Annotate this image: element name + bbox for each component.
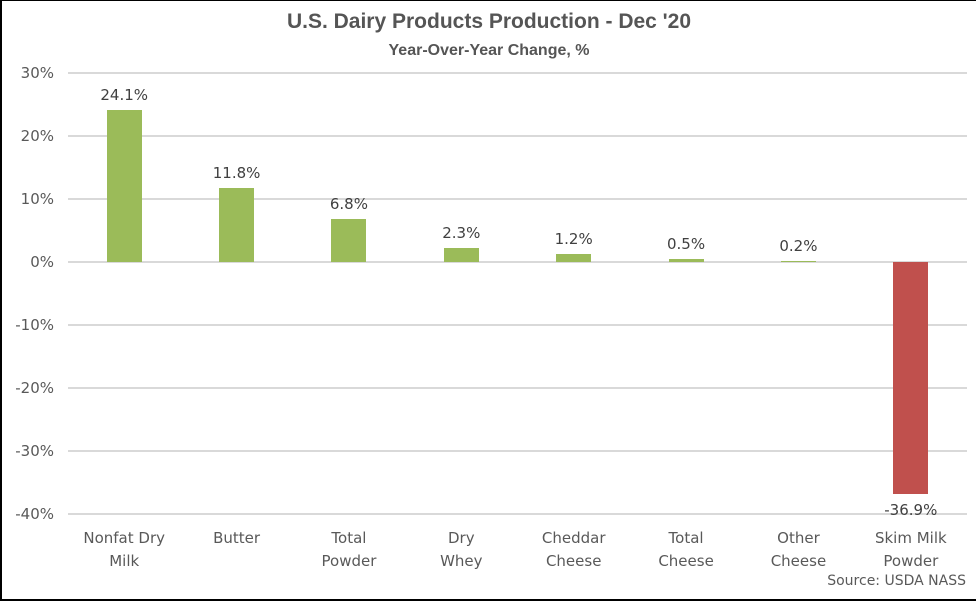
y-axis-tick-label: 30% [20,64,54,82]
gridline [68,72,967,74]
y-axis-tick-label: 10% [20,190,54,208]
gridline [68,387,967,389]
gridline [68,261,967,263]
data-label: 11.8% [212,163,261,182]
x-axis-category-label: Butter [213,529,261,547]
data-label: 1.2% [554,230,593,249]
data-label: 0.2% [779,236,818,255]
x-axis-category-label: Other Cheese [770,529,827,570]
y-axis-tick-label: -30% [15,442,54,460]
bar [893,262,929,495]
bar [219,187,255,262]
data-label: 6.8% [329,195,368,214]
gridline [68,135,967,137]
x-axis-category-label: Nonfat Dry Milk [83,529,165,570]
bar [668,258,704,262]
x-axis-category-label: Dry Whey [440,529,483,570]
bar [780,260,816,262]
gridline [68,198,967,200]
gridline [68,324,967,326]
gridline [68,450,967,452]
x-axis-category-label: Total Powder [321,529,377,570]
x-axis-category-label: Cheddar Cheese [541,529,606,570]
y-axis-tick-label: -20% [15,379,54,397]
x-axis-category-label: Skim Milk Powder [874,529,947,570]
bar [331,219,367,262]
y-axis-tick-label: -10% [15,316,54,334]
source-note: Source: USDA NASS [827,573,966,589]
chart-subtitle: Year-Over-Year Change, % [388,42,590,59]
x-axis-category-label: Total Cheese [658,529,714,570]
y-axis-tick-label: 20% [20,127,54,145]
data-label: -36.9% [884,501,938,520]
y-axis-tick-label: 0% [30,253,54,271]
bar [556,254,592,262]
bar [106,110,142,262]
data-label: 2.3% [442,223,481,242]
data-label: 24.1% [100,86,149,105]
gridline [68,513,967,515]
y-axis-tick-label: -40% [15,505,54,523]
bar [443,247,479,262]
data-label: 0.5% [667,234,706,253]
chart-title: U.S. Dairy Products Production - Dec '20 [286,10,692,33]
